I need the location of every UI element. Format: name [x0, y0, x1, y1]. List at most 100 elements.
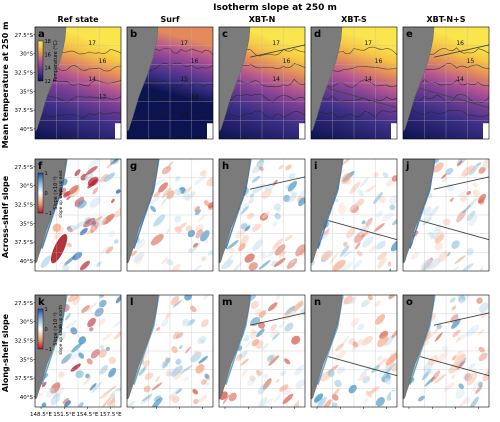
colorbar [37, 172, 44, 214]
slope-anomaly [377, 257, 387, 269]
slope-anomaly [476, 297, 483, 304]
slope-anomaly [258, 259, 271, 270]
column-title: XBT-N+S [426, 15, 465, 24]
slope-anomaly [168, 394, 177, 402]
slope-anomaly [41, 402, 47, 407]
slope-anomaly [96, 261, 102, 267]
slope-anomaly [273, 394, 282, 403]
slope-anomaly [194, 350, 199, 356]
slope-anomaly [389, 195, 397, 205]
slope-anomaly [373, 171, 379, 178]
slope-anomaly [45, 387, 55, 398]
slope-anomaly [445, 167, 454, 175]
slope-anomaly [258, 310, 267, 318]
slope-anomaly [343, 241, 348, 247]
panel-frame [34, 158, 122, 272]
panel-frame [34, 294, 122, 408]
y-tick-label: 32.5°S [15, 338, 34, 344]
panel-frame [126, 26, 214, 140]
slope-anomaly [290, 190, 296, 196]
slope-anomaly [249, 193, 255, 198]
slope-anomaly [452, 329, 461, 338]
slope-anomaly [455, 336, 461, 343]
slope-anomaly [432, 162, 444, 173]
panels: a 17 16 14 13 27.5°S 30°S 32.5°S 35°S 37.5°S 40°S 1… [15, 26, 490, 408]
slope-anomaly [341, 159, 353, 166]
slope-anomaly [339, 245, 350, 257]
colorbar-annotation: slope up east [58, 170, 63, 198]
slope-anomaly [256, 328, 265, 338]
y-tick-label: 35°S [20, 89, 34, 95]
slope-anomaly [194, 206, 200, 212]
row-titles: Mean temperature at 250 m Across-shelf sl… [1, 22, 10, 393]
slope-anomaly [244, 225, 251, 232]
slope-anomaly [448, 362, 460, 374]
slope-anomaly [87, 317, 96, 328]
slope-anomaly [376, 240, 386, 250]
panel-frame [218, 294, 306, 408]
slope-anomaly [477, 162, 482, 166]
slope-anomaly [74, 221, 85, 230]
slope-anomaly [84, 171, 94, 182]
slope-anomaly [50, 393, 61, 406]
slope-anomaly [52, 387, 65, 399]
panel-c: c 17 16 14 [218, 26, 306, 140]
slope-anomaly [291, 335, 301, 345]
contour-label: 16 [283, 58, 291, 65]
slope-anomaly [165, 161, 174, 170]
slope-anomaly [239, 234, 249, 246]
slope-anomaly [427, 262, 434, 271]
slope-anomaly [357, 189, 364, 197]
slope-anomaly [343, 295, 353, 305]
slope-anomaly [352, 339, 363, 351]
slope-anomaly [161, 166, 172, 175]
y-tick-label: 32.5°S [15, 70, 34, 76]
slope-anomaly [274, 212, 281, 220]
slope-anomaly [451, 240, 460, 249]
slope-anomaly [99, 299, 107, 308]
slope-anomaly [57, 332, 67, 342]
y-tick-label: 40°S [20, 395, 34, 401]
slope-anomaly [170, 295, 180, 306]
slope-anomaly [65, 319, 78, 329]
panel-letter: f [38, 161, 43, 172]
slope-anomaly [436, 324, 442, 330]
slope-anomaly [377, 251, 388, 261]
x-tick-label: 157.5°E [100, 412, 122, 418]
contour-label: 14 [272, 76, 280, 83]
slope-anomaly [222, 394, 230, 405]
panel-letter: o [406, 297, 413, 308]
slope-anomaly [272, 220, 278, 227]
slope-anomaly [72, 251, 83, 261]
slope-anomaly [251, 223, 262, 232]
slope-anomaly [340, 261, 354, 271]
contour-label: 16 [191, 58, 199, 65]
slope-anomaly [391, 361, 397, 372]
slope-anomaly [64, 400, 71, 407]
slope-anomaly [38, 392, 44, 397]
slope-anomaly [195, 224, 204, 233]
slope-anomaly [78, 352, 85, 359]
contour-label: 17 [88, 40, 96, 47]
slope-anomaly [79, 227, 88, 236]
slope-anomaly [340, 335, 350, 348]
panel-h: h [218, 158, 306, 272]
land-mass [218, 26, 251, 132]
colorbar-tick-label: 0 [45, 191, 48, 197]
panel-letter: c [222, 29, 228, 40]
xbt-transect-line [420, 356, 490, 377]
slope-anomaly [193, 398, 199, 405]
slope-anomaly [454, 255, 466, 264]
y-tick-label: 40°S [20, 127, 34, 133]
panel-frame [402, 26, 490, 140]
slope-anomaly [287, 180, 298, 192]
slope-anomaly [243, 335, 250, 342]
slope-anomaly [434, 332, 443, 342]
contour-label: 15 [467, 58, 475, 65]
panel-a: a 17 16 14 13 27.5°S 30°S 32.5°S 35°S 37.5°S 40°S 1… [15, 26, 122, 140]
slope-anomaly [472, 189, 480, 197]
slope-anomaly [184, 295, 193, 301]
slope-anomaly [321, 399, 332, 407]
slope-anomaly [293, 364, 305, 376]
slope-anomaly [377, 335, 389, 348]
